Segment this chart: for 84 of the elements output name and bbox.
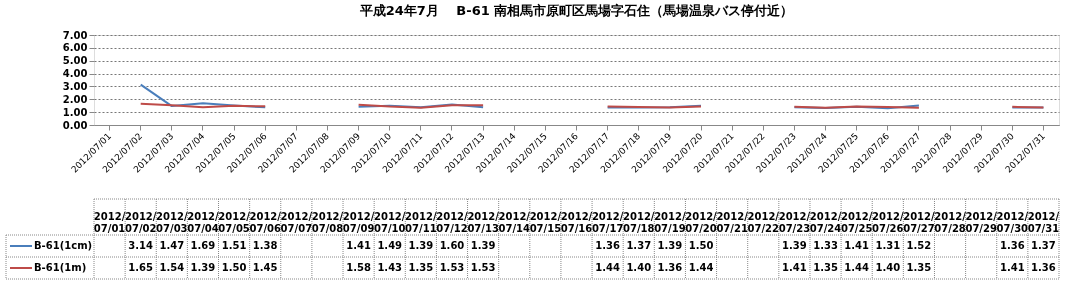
data-label: 1.54 (159, 262, 185, 273)
category-label: 2012/07/23 (778, 211, 811, 234)
category-label: 2012/07/06 (249, 211, 281, 234)
legend-label: B-61(1cm) (34, 240, 93, 251)
category-label: 2012/07/25 (840, 211, 873, 234)
data-label: 1.60 (439, 240, 465, 251)
data-label: 1.58 (346, 262, 371, 273)
data-label: 1.44 (595, 262, 620, 273)
data-label: 1.52 (906, 240, 932, 251)
data-label: 1.69 (190, 240, 216, 251)
category-label: 2012/07/08 (311, 211, 344, 234)
data-label: 1.36 (1031, 262, 1056, 273)
y-tick-label: 0.00 (62, 119, 88, 131)
data-label: 1.49 (377, 240, 403, 251)
category-label: 2012/07/09 (342, 211, 375, 234)
category-label: 2012/07/21 (716, 211, 748, 234)
category-label: 2012/07/18 (623, 211, 655, 234)
category-label: 2012/07/20 (685, 211, 717, 234)
category-label: 2012/07/12 (436, 211, 468, 234)
data-label: 1.50 (688, 240, 714, 251)
category-label: 2012/07/11 (405, 211, 437, 234)
category-label: 2012/07/14 (498, 211, 530, 234)
data-label: 1.37 (1031, 240, 1056, 251)
data-label: 1.40 (626, 262, 652, 273)
category-label: 2012/07/26 (872, 211, 904, 234)
data-label: 1.65 (128, 262, 154, 273)
category-label: 2012/07/04 (187, 211, 219, 234)
data-label: 1.39 (408, 240, 434, 251)
data-label: 1.41 (844, 240, 870, 251)
category-label: 2012/07/05 (218, 211, 250, 234)
data-label: 1.35 (813, 262, 838, 273)
data-label: 1.40 (875, 262, 901, 273)
category-label: 2012/07/16 (560, 211, 593, 234)
data-label: 1.51 (221, 240, 247, 251)
data-label: 1.39 (657, 240, 683, 251)
data-label: 1.41 (782, 262, 807, 273)
data-label: 1.39 (190, 262, 216, 273)
data-label: 1.33 (813, 240, 838, 251)
category-label: 2012/07/22 (747, 211, 780, 234)
category-label: 2012/07/30 (996, 211, 1029, 234)
y-tick-label: 7.00 (62, 29, 88, 41)
data-label: 1.35 (408, 262, 434, 273)
category-label: 2012/07/27 (903, 211, 935, 234)
data-label: 1.44 (688, 262, 714, 273)
y-tick-label: 2.00 (62, 93, 88, 105)
category-label: 2012/07/03 (156, 211, 188, 234)
data-label: 1.41 (999, 262, 1025, 273)
y-tick-label: 1.00 (62, 106, 88, 118)
category-label: 2012/07/19 (654, 211, 686, 234)
data-label: 1.47 (159, 240, 185, 251)
data-label: 1.31 (875, 240, 901, 251)
data-label: 1.36 (657, 262, 683, 273)
data-label: 1.53 (470, 262, 496, 273)
data-label: 1.38 (252, 240, 278, 251)
legend-label: B-61(1m) (34, 262, 87, 273)
y-tick-label: 5.00 (62, 55, 88, 67)
data-label: 1.45 (252, 262, 278, 273)
data-label: 3.14 (128, 240, 154, 251)
data-label: 1.41 (346, 240, 371, 251)
category-label: 2012/07/02 (124, 211, 157, 234)
data-label: 1.35 (906, 262, 932, 273)
category-label: 2012/07/13 (467, 211, 499, 234)
data-label: 1.44 (844, 262, 870, 273)
category-label: 2012/07/15 (529, 211, 562, 234)
category-label: 2012/07/29 (965, 211, 997, 234)
data-label: 1.36 (595, 240, 620, 251)
data-label: 1.39 (782, 240, 807, 251)
category-label: 2012/07/24 (809, 211, 842, 234)
y-tick-label: 3.00 (62, 80, 88, 92)
category-label: 2012/07/17 (591, 211, 624, 234)
y-tick-label: 6.00 (62, 42, 88, 54)
chart-title: 平成24年7月 B-61 南相馬市原町区馬場字石住（馬場温泉バス停付近） (358, 3, 794, 18)
data-label: 1.36 (999, 240, 1025, 251)
category-label: 2012/07/31 (1027, 211, 1060, 234)
data-label: 1.39 (470, 240, 496, 251)
data-label: 1.53 (439, 262, 465, 273)
y-tick-label: 4.00 (62, 68, 88, 80)
category-label: 2012/07/28 (934, 211, 966, 234)
data-label: 1.43 (377, 262, 403, 273)
data-label: 1.50 (221, 262, 247, 273)
data-label: 1.37 (626, 240, 652, 251)
category-label: 2012/07/01 (93, 211, 126, 234)
category-label: 2012/07/10 (373, 211, 406, 234)
category-label: 2012/07/07 (280, 211, 313, 234)
